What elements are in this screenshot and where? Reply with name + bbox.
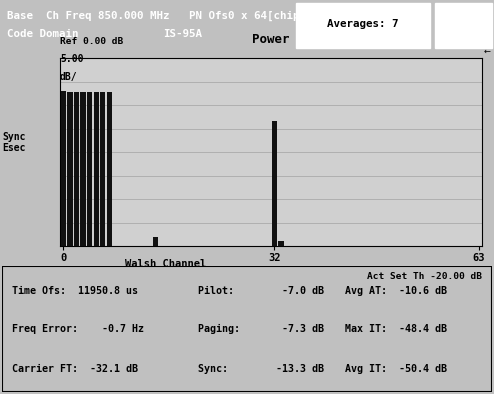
- Bar: [94, 92, 99, 246]
- Text: Code Domain: Code Domain: [7, 29, 79, 39]
- Text: Base  Ch Freq 850.000 MHz   PN Ofs0 x 64[chips]: Base Ch Freq 850.000 MHz PN Ofs0 x 64[ch…: [7, 11, 313, 21]
- Bar: [153, 237, 158, 246]
- Text: Carrier FT:  -32.1 dB: Carrier FT: -32.1 dB: [12, 364, 138, 374]
- Bar: [81, 92, 86, 246]
- Text: ←: ←: [484, 47, 491, 56]
- Text: Freq Error:    -0.7 Hz: Freq Error: -0.7 Hz: [12, 324, 144, 334]
- Bar: [87, 92, 92, 246]
- Bar: [74, 92, 79, 246]
- Text: Pilot:        -7.0 dB: Pilot: -7.0 dB: [198, 286, 324, 296]
- Text: Act Set Th -20.00 dB: Act Set Th -20.00 dB: [367, 272, 482, 281]
- Bar: [100, 92, 106, 246]
- Text: Paging:       -7.3 dB: Paging: -7.3 dB: [198, 324, 324, 334]
- Text: Time Ofs:  11950.8 us: Time Ofs: 11950.8 us: [12, 286, 138, 296]
- Text: IS-95A: IS-95A: [163, 29, 202, 39]
- Bar: [107, 92, 112, 246]
- Text: dB/: dB/: [60, 72, 78, 82]
- Text: Walsh Channel: Walsh Channel: [125, 259, 206, 269]
- Text: Avg AT:  -10.6 dB: Avg AT: -10.6 dB: [345, 286, 447, 296]
- Text: Sync:        -13.3 dB: Sync: -13.3 dB: [198, 364, 324, 374]
- Bar: [435, 2, 492, 48]
- Text: Averages: 7: Averages: 7: [328, 19, 399, 29]
- Bar: [67, 92, 73, 246]
- Text: Ref 0.00 dB: Ref 0.00 dB: [60, 37, 123, 46]
- Bar: [272, 121, 277, 246]
- Bar: [296, 2, 430, 48]
- Bar: [61, 91, 66, 246]
- Text: 5.00: 5.00: [60, 54, 83, 64]
- Text: Avg IT:  -50.4 dB: Avg IT: -50.4 dB: [345, 364, 447, 374]
- Text: Max IT:  -48.4 dB: Max IT: -48.4 dB: [345, 324, 447, 334]
- Text: Power: Power: [252, 33, 290, 46]
- Bar: [278, 241, 284, 246]
- Text: Sync
Esec: Sync Esec: [2, 132, 26, 153]
